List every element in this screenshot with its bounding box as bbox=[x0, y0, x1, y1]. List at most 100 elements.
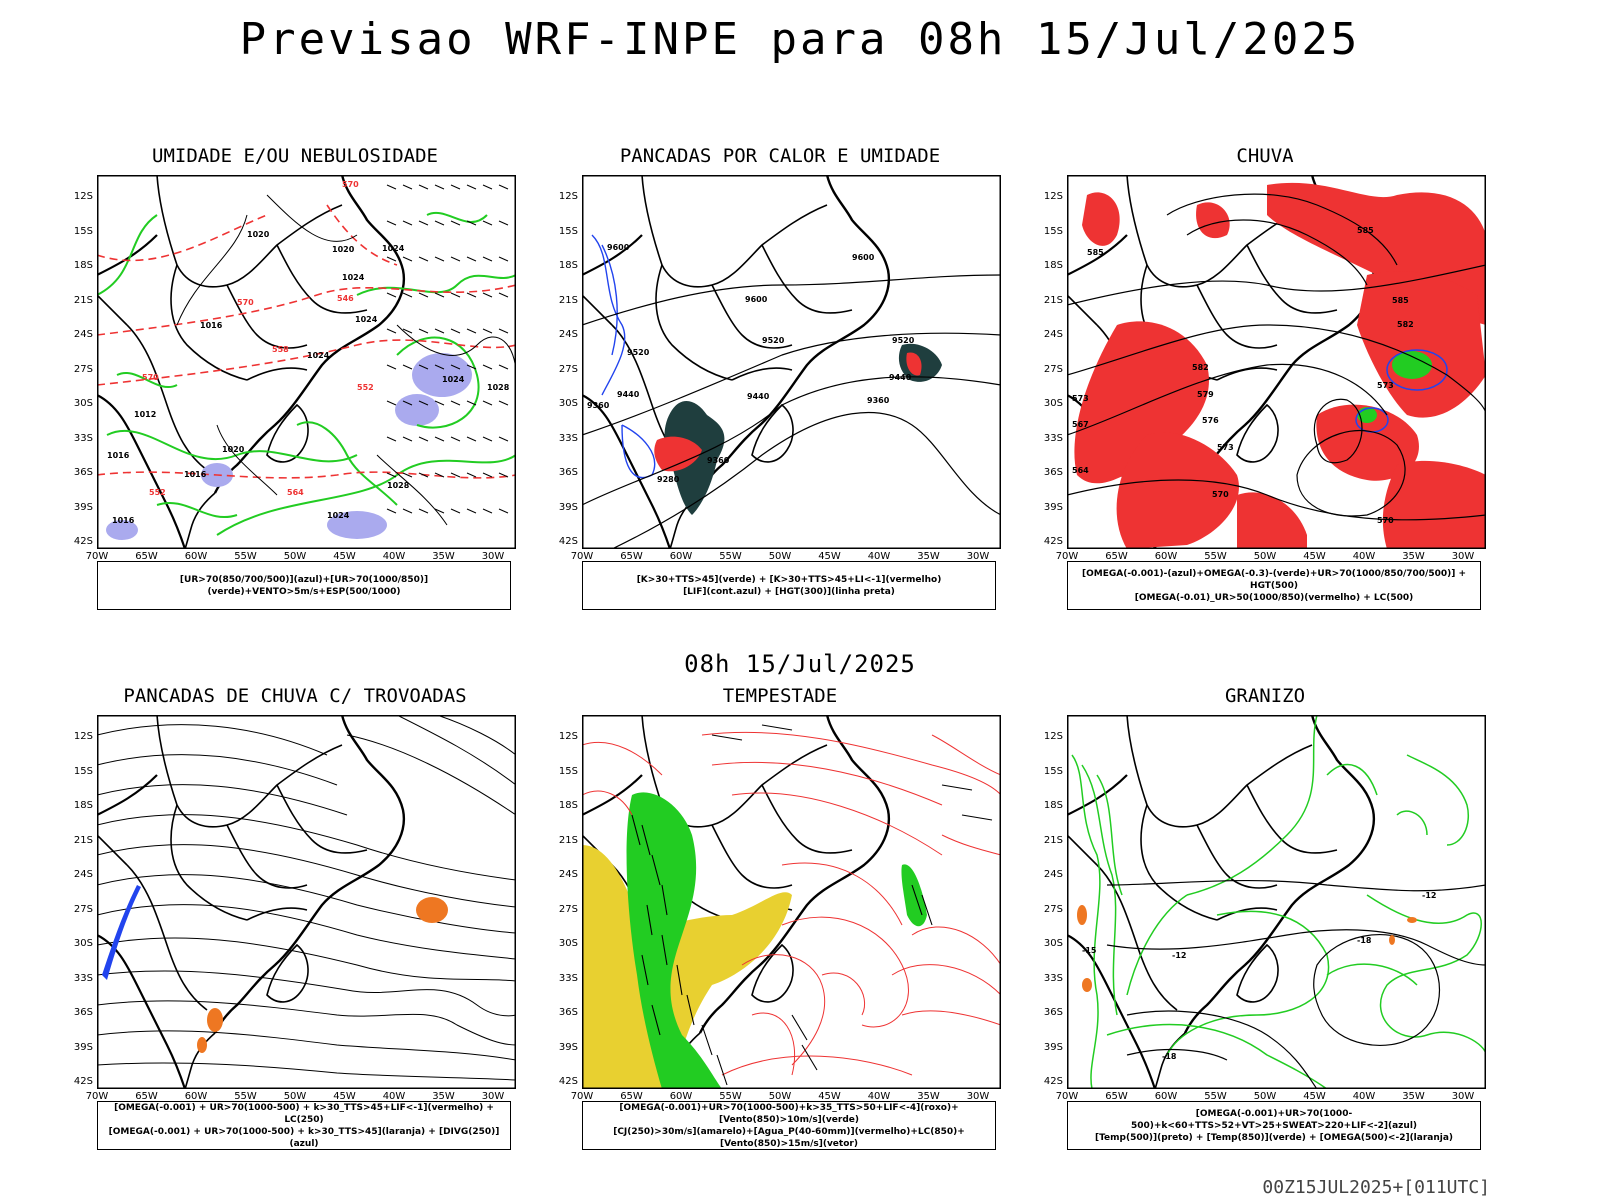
svg-text:546: 546 bbox=[337, 294, 354, 303]
svg-text:9360: 9360 bbox=[867, 396, 890, 405]
legend-line: [OMEGA(-0.001) + UR>70(1000-500) + k>30_… bbox=[114, 1102, 494, 1125]
panel-chuva: CHUVA 12S 15S 18S 21S 24S 27S 30S 33S 36S 39S 42S … bbox=[1040, 145, 1490, 625]
legend-line: [OMEGA(-0.001)-(azul)+OMEGA(-0.3)-(verde… bbox=[1081, 568, 1467, 591]
lat-tick-label: 18S bbox=[1043, 260, 1063, 271]
legend-line: [OMEGA(-0.001)+UR>70(1000-500)+k>35_TTS>… bbox=[619, 1102, 959, 1125]
svg-text:576: 576 bbox=[1202, 416, 1219, 425]
panel-title: TEMPESTADE bbox=[722, 685, 838, 707]
map-granizo: -12 -12 -18 -18 -15 bbox=[1067, 715, 1486, 1089]
lat-tick-label: 39S bbox=[558, 501, 578, 513]
lon-tick-label: 45W bbox=[333, 551, 356, 562]
lon-tick-label: 70W bbox=[570, 551, 594, 562]
lon-tick-label: 35W bbox=[432, 1091, 455, 1102]
svg-text:9520: 9520 bbox=[627, 348, 650, 357]
svg-text:1016: 1016 bbox=[107, 451, 130, 460]
svg-text:570: 570 bbox=[342, 180, 359, 189]
legend-line: [LIF](cont.azul) + [HGT(300)](linha pret… bbox=[683, 586, 895, 597]
lat-tick-label: 12S bbox=[558, 191, 578, 202]
lon-tick-label: 65W bbox=[620, 1091, 643, 1102]
lat-tick-label: 21S bbox=[73, 294, 93, 306]
svg-text:9600: 9600 bbox=[607, 243, 630, 252]
svg-text:-18: -18 bbox=[1162, 1052, 1177, 1061]
lon-tick-label: 50W bbox=[768, 1091, 792, 1102]
svg-text:1020: 1020 bbox=[222, 445, 245, 454]
svg-text:9440: 9440 bbox=[747, 392, 770, 401]
mid-title: 08h 15/Jul/2025 bbox=[684, 650, 916, 678]
map-area: 12S 15S 18S 21S 24S 27S 30S 33S 36S 39S 42S 70W 65W… bbox=[74, 175, 516, 562]
svg-text:582: 582 bbox=[1192, 363, 1209, 372]
lon-tick-label: 45W bbox=[1303, 1091, 1326, 1102]
lat-tick-label: 12S bbox=[73, 191, 93, 202]
legend-line: [K>30+TTS>45](verde) + [K>30+TTS>45+LI<-… bbox=[636, 574, 942, 585]
lon-tick-label: 45W bbox=[333, 1091, 356, 1102]
lon-tick-label: 70W bbox=[1055, 551, 1079, 562]
svg-text:9600: 9600 bbox=[852, 253, 875, 262]
lat-tick-label: 15S bbox=[73, 765, 93, 777]
lon-tick-label: 40W bbox=[382, 551, 406, 562]
lat-tick-label: 30S bbox=[73, 938, 93, 949]
lon-tick-label: 50W bbox=[283, 551, 307, 562]
map-tempestade bbox=[582, 715, 1001, 1089]
svg-text:1028: 1028 bbox=[487, 383, 510, 392]
svg-text:1020: 1020 bbox=[247, 230, 270, 239]
legend-line: [OMEGA(-0.001) + UR>70(1000-500) + k>30_… bbox=[108, 1126, 500, 1149]
lat-tick-label: 42S bbox=[1043, 1076, 1063, 1087]
lat-tick-label: 36S bbox=[73, 1007, 93, 1018]
map-chuva: 585 585 582 582 579 576 573 573 570 570 … bbox=[1067, 175, 1486, 549]
lat-tick-label: 18S bbox=[558, 260, 578, 271]
svg-text:1024: 1024 bbox=[342, 273, 365, 282]
lat-tick-label: 18S bbox=[558, 800, 578, 811]
lat-tick-label: 36S bbox=[73, 467, 93, 478]
svg-text:9600: 9600 bbox=[745, 295, 768, 304]
map-umidade: 1020 1020 1024 1024 1016 1024 1024 1024 … bbox=[97, 175, 516, 549]
panel-umidade: UMIDADE E/OU NEBULOSIDADE 12S 15S 18S 21S 24… bbox=[70, 145, 520, 625]
lat-tick-label: 27S bbox=[558, 363, 578, 375]
svg-text:9360: 9360 bbox=[707, 456, 730, 465]
svg-text:564: 564 bbox=[1072, 466, 1089, 475]
map-pancadas-calor: 9600 9600 9600 9520 9520 9520 9440 9440 … bbox=[582, 175, 1001, 549]
lat-tick-label: 39S bbox=[558, 1041, 578, 1053]
lon-tick-label: 30W bbox=[481, 551, 505, 562]
lon-tick-label: 30W bbox=[1451, 1091, 1475, 1102]
lat-tick-label: 24S bbox=[73, 869, 93, 880]
svg-text:1028: 1028 bbox=[387, 481, 410, 490]
lon-tick-label: 65W bbox=[135, 1091, 158, 1102]
lon-tick-label: 65W bbox=[620, 551, 643, 562]
lat-tick-label: 30S bbox=[558, 938, 578, 949]
lat-tick-label: 15S bbox=[1043, 225, 1063, 237]
legend-line: [OMEGA(-0.01)_UR>50(1000/850)(vermelho) … bbox=[1134, 592, 1414, 603]
lat-tick-label: 24S bbox=[558, 329, 578, 340]
lat-tick-label: 36S bbox=[558, 467, 578, 478]
lat-tick-label: 42S bbox=[558, 1076, 578, 1087]
lon-tick-label: 55W bbox=[1204, 551, 1227, 562]
lat-tick-label: 36S bbox=[558, 1007, 578, 1018]
footer-stamp: 00Z15JUL2025+[011UTC] bbox=[1262, 1177, 1490, 1198]
panel-granizo: GRANIZO 12S 15S 18S 21S 24S 27S 30S 33S 36S 39S 42… bbox=[1040, 685, 1490, 1165]
svg-text:585: 585 bbox=[1392, 296, 1409, 305]
lat-tick-label: 18S bbox=[1043, 800, 1063, 811]
lat-tick-label: 21S bbox=[73, 834, 93, 846]
lat-tick-label: 36S bbox=[1043, 1007, 1063, 1018]
panel-pancadas-trovoadas: PANCADAS DE CHUVA C/ TROVOADAS 12S 15S 18S… bbox=[70, 685, 520, 1165]
svg-text:1024: 1024 bbox=[307, 351, 330, 360]
lat-tick-label: 36S bbox=[1043, 467, 1063, 478]
map-area: 12S 15S 18S 21S 24S 27S 30S 33S 36S 39S 42S 70W 65W… bbox=[1044, 175, 1486, 562]
lon-tick-label: 35W bbox=[1402, 1091, 1425, 1102]
lon-tick-label: 45W bbox=[818, 551, 841, 562]
svg-text:1024: 1024 bbox=[382, 244, 405, 253]
lon-tick-label: 40W bbox=[382, 1091, 406, 1102]
svg-text:570: 570 bbox=[1377, 516, 1394, 525]
lon-tick-label: 30W bbox=[481, 1091, 505, 1102]
lon-tick-label: 55W bbox=[234, 1091, 257, 1102]
svg-text:573: 573 bbox=[1072, 394, 1089, 403]
svg-text:1024: 1024 bbox=[355, 315, 378, 324]
map-area: 12S 15S 18S 21S 24S 27S 30S 33S 36S 39S 42S 70W 65W… bbox=[74, 715, 516, 1102]
lon-tick-label: 40W bbox=[1352, 1091, 1376, 1102]
lon-tick-label: 60W bbox=[1154, 551, 1178, 562]
svg-text:573: 573 bbox=[1377, 381, 1394, 390]
svg-text:1016: 1016 bbox=[112, 516, 135, 525]
map-pancadas-trovoadas bbox=[97, 715, 516, 1089]
lat-tick-label: 33S bbox=[1043, 972, 1063, 984]
lat-tick-label: 30S bbox=[73, 398, 93, 409]
lat-tick-label: 39S bbox=[1043, 1041, 1063, 1053]
